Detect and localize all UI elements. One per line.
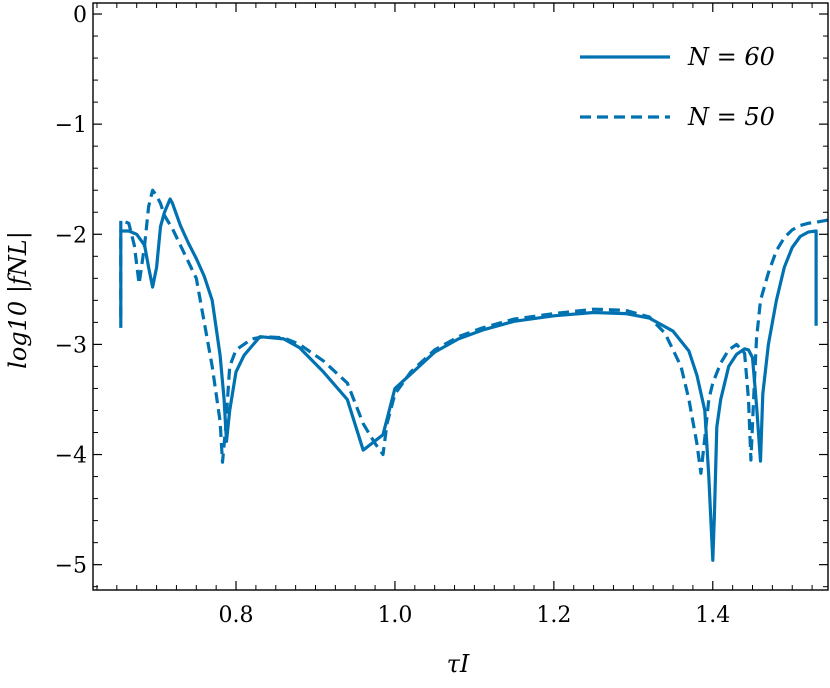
x-tick-label: 1.0 [377, 603, 412, 628]
legend-label-n60: N = 60 [687, 43, 775, 71]
y-tick-label: −2 [55, 223, 87, 248]
plot-frame [92, 2, 829, 591]
tick-labels-layer: 0.8 1.0 1.2 1.4 0 −1 −2 −3 −4 −5 [55, 3, 731, 628]
ticks-layer [93, 3, 828, 590]
x-axis-label: τI [447, 650, 470, 678]
legend-label-n50: N = 50 [687, 103, 775, 131]
x-tick-label: 0.8 [219, 603, 254, 628]
y-tick-label: 0 [73, 3, 87, 28]
y-tick-label: −5 [55, 554, 87, 579]
series-line-n50 [119, 188, 829, 475]
y-tick-label: −1 [55, 113, 87, 138]
series-line-n60 [119, 197, 818, 562]
legend: N = 60 N = 50 [580, 43, 775, 131]
x-tick-label: 1.4 [695, 603, 730, 628]
y-tick-label: −4 [55, 444, 87, 469]
x-tick-label: 1.2 [536, 603, 571, 628]
y-axis-label: log10 |fNL| [4, 231, 33, 369]
series-layer [119, 188, 829, 562]
y-tick-label: −3 [55, 333, 87, 358]
